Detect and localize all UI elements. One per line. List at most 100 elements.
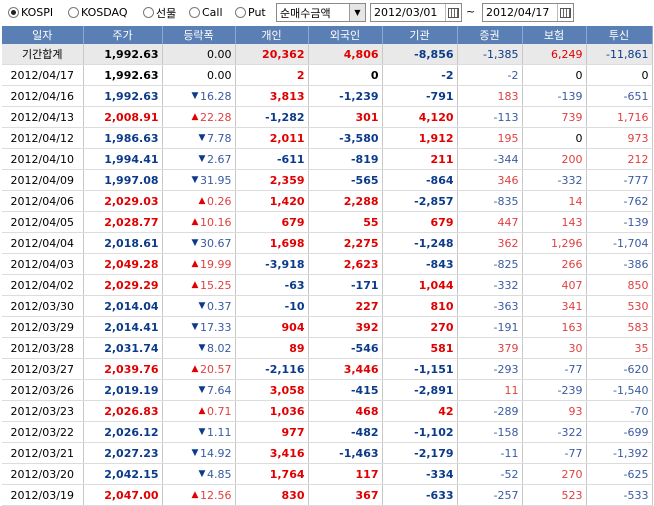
row-securities: 183 [457, 85, 523, 107]
row-securities: -52 [457, 463, 523, 485]
row-date: 2012/04/12 [2, 127, 84, 149]
table-row[interactable]: 2012/03/23 2,026.83 ▲ 0.71 1,036 468 42 -289 93-… [2, 400, 653, 422]
row-individual: 3,058 [235, 379, 309, 401]
chevron-down-icon[interactable]: ▼ [349, 4, 365, 21]
row-foreign: 392 [308, 316, 383, 338]
row-insurance: 341 [522, 295, 587, 317]
table-row[interactable]: 2012/04/03 2,049.28 ▲ 19.99 -3,918 2,623 -843-… [2, 253, 653, 275]
col-header-date[interactable]: 일자 [2, 26, 84, 44]
table-row[interactable]: 2012/03/27 2,039.76 ▲ 20.57 -2,116 3,446 -1,15… [2, 358, 653, 380]
table-row[interactable]: 2012/03/26 2,019.19 ▼ 7.64 3,058 -415 -2,891 11… [2, 379, 653, 401]
radio-futures[interactable]: 선물 [143, 5, 176, 20]
change-value: 0.71 [207, 404, 232, 418]
table-row[interactable]: 2012/03/28 2,031.74 ▼ 8.02 89 -546 581 379 30 35 [2, 337, 653, 359]
row-institution: -2 [382, 64, 458, 86]
row-individual: 1,698 [235, 232, 309, 254]
row-trust: -533 [586, 484, 653, 506]
radio-call[interactable]: Call [189, 5, 223, 20]
col-header-insurance[interactable]: 보험 [522, 26, 587, 44]
change-value: 12.56 [200, 488, 232, 502]
col-header-change[interactable]: 등락폭 [162, 26, 236, 44]
row-price: 2,029.29 [83, 274, 163, 296]
row-trust: 212 [586, 148, 653, 170]
row-insurance: -77 [522, 442, 587, 464]
table-row[interactable]: 2012/04/13 2,008.91 ▲ 22.28 -1,282 301 4,120 -1… [2, 106, 653, 128]
radio-kosdaq[interactable]: KOSDAQ [68, 5, 128, 20]
row-securities: -158 [457, 421, 523, 443]
calendar-icon[interactable] [557, 4, 573, 21]
row-securities: 362 [457, 232, 523, 254]
col-header-securities[interactable]: 증권 [457, 26, 523, 44]
col-header-foreign[interactable]: 외국인 [308, 26, 383, 44]
row-institution: 1,912 [382, 127, 458, 149]
calendar-icon[interactable] [445, 4, 461, 21]
change-value: 31.95 [200, 173, 232, 187]
row-trust: 530 [586, 295, 653, 317]
table-row[interactable]: 2012/04/05 2,028.77 ▲ 10.16 679 55 679 447 143 -1… [2, 211, 653, 233]
row-change: ▲ 19.99 [162, 253, 236, 275]
table-row[interactable]: 2012/04/02 2,029.29 ▲ 15.25 -63 -171 1,044 -332… [2, 274, 653, 296]
row-foreign: 117 [308, 463, 383, 485]
row-price: 2,027.23 [83, 442, 163, 464]
row-institution: 270 [382, 316, 458, 338]
row-insurance: 200 [522, 148, 587, 170]
row-securities: -11 [457, 442, 523, 464]
table-row[interactable]: 2012/03/20 2,042.15 ▼ 4.85 1,764 117 -334 -52 27… [2, 463, 653, 485]
row-individual: 3,813 [235, 85, 309, 107]
radio-kospi[interactable]: KOSPI [8, 5, 53, 20]
row-trust: -1,704 [586, 232, 653, 254]
table-row[interactable]: 2012/03/22 2,026.12 ▼ 1.11 977 -482 -1,102 -158… [2, 421, 653, 443]
table-row[interactable]: 2012/03/29 2,014.41 ▼ 17.33 904 392 270 -191 163… [2, 316, 653, 338]
table-row[interactable]: 2012/04/10 1,994.41 ▼ 2.67 -611 -819 211 -344 20… [2, 148, 653, 170]
table-row[interactable]: 2012/03/30 2,014.04 ▼ 0.37 -10 227 810 -363 341 5… [2, 295, 653, 317]
row-change: ▲ 10.16 [162, 211, 236, 233]
row-institution: -1,102 [382, 421, 458, 443]
row-change: ▼ 1.11 [162, 421, 236, 443]
row-foreign: -1,463 [308, 442, 383, 464]
row-individual: 2 [235, 64, 309, 86]
arrow-up-icon: ▲ [191, 280, 199, 290]
radio-dot [8, 7, 19, 18]
total-row[interactable]: 기간합계 1,992.63 0.00 20,362 4,806 -8,856 -… [2, 44, 653, 65]
table-row[interactable]: 2012/04/06 2,029.03 ▲ 0.26 1,420 2,288 -2,857-… [2, 190, 653, 212]
table-row[interactable]: 2012/03/19 2,047.00 ▲ 12.56 830 367 -633 -257 52… [2, 484, 653, 506]
row-change: ▼ 30.67 [162, 232, 236, 254]
table-row[interactable]: 2012/04/09 1,997.08 ▼ 31.95 2,359 -565 -864 346… [2, 169, 653, 191]
col-header-trust[interactable]: 투신 [586, 26, 653, 44]
row-institution: -2,891 [382, 379, 458, 401]
col-header-individual[interactable]: 개인 [235, 26, 309, 44]
col-header-price[interactable]: 주가 [83, 26, 163, 44]
table-row[interactable]: 2012/03/21 2,027.23 ▼ 14.92 3,416 -1,463 -2,17… [2, 442, 653, 464]
row-institution: -334 [382, 463, 458, 485]
total-foreign: 4,806 [308, 44, 383, 65]
row-securities: -191 [457, 316, 523, 338]
row-insurance: 266 [522, 253, 587, 275]
radio-put[interactable]: Put [235, 5, 266, 20]
row-foreign: 2,623 [308, 253, 383, 275]
table-row[interactable]: 2012/04/04 2,018.61 ▼ 30.67 1,698 2,275 -1,248… [2, 232, 653, 254]
arrow-down-icon: ▼ [191, 448, 199, 458]
metric-select[interactable]: 순매수금액 ▼ [276, 3, 366, 22]
row-trust: -777 [586, 169, 653, 191]
row-trust: -699 [586, 421, 653, 443]
arrow-up-icon: ▲ [191, 259, 199, 269]
table-row[interactable]: 2012/04/17 1,992.63 0.00 2 0 -2 -2 0 0 [2, 64, 653, 86]
row-securities: 346 [457, 169, 523, 191]
row-securities: -363 [457, 295, 523, 317]
row-individual: 1,420 [235, 190, 309, 212]
row-trust: 1,716 [586, 106, 653, 128]
total-individual: 20,362 [235, 44, 309, 65]
table-row[interactable]: 2012/04/16 1,992.63 ▼ 16.28 3,813 -1,239 -791 1… [2, 85, 653, 107]
date-from-field[interactable]: 2012/03/01 [370, 3, 462, 22]
row-date: 2012/03/30 [2, 295, 84, 317]
row-date: 2012/03/27 [2, 358, 84, 380]
row-price: 2,031.74 [83, 337, 163, 359]
row-trust: 850 [586, 274, 653, 296]
date-to-field[interactable]: 2012/04/17 [482, 3, 574, 22]
arrow-down-icon: ▼ [198, 133, 206, 143]
row-insurance: 143 [522, 211, 587, 233]
row-price: 2,008.91 [83, 106, 163, 128]
col-header-institution[interactable]: 기관 [382, 26, 458, 44]
row-institution: 42 [382, 400, 458, 422]
table-row[interactable]: 2012/04/12 1,986.63 ▼ 7.78 2,011 -3,580 1,912 1… [2, 127, 653, 149]
